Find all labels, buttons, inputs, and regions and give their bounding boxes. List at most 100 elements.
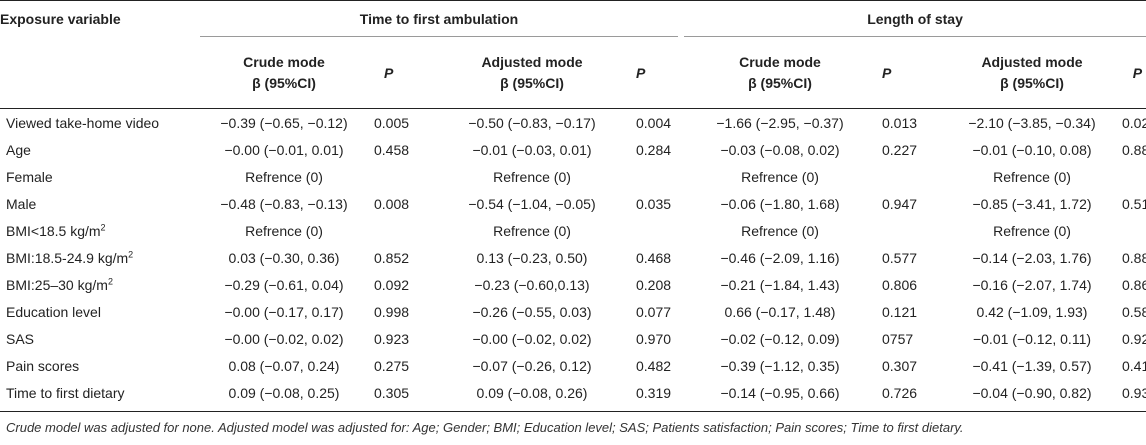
p-value-cell: 0.889 bbox=[1122, 249, 1146, 266]
beta-ci-cell: 0.03 (−0.30, 0.36) bbox=[228, 249, 340, 266]
beta-ci-label: β (95%CI) bbox=[500, 75, 564, 91]
adjusted-mode-label: Adjusted mode bbox=[981, 54, 1083, 70]
variable-label: BMI<18.5 kg/m bbox=[6, 222, 101, 239]
p-value-cell: 0757 bbox=[882, 330, 914, 347]
p-value-cell bbox=[876, 163, 942, 190]
beta-ci-cell: −0.50 (−0.83, −0.17) bbox=[468, 114, 596, 131]
variable-label: BMI:18.5-24.9 kg/m bbox=[6, 249, 129, 266]
table-row: BMI:25–30 kg/m2 −0.29 (−0.61, 0.04) 0.092 −… bbox=[0, 271, 1146, 298]
adjusted-mode-header-1: Adjusted mode β (95%CI) bbox=[434, 38, 630, 109]
beta-ci-cell: Refrence (0) bbox=[245, 168, 323, 185]
beta-ci-cell: −0.00 (−0.02, 0.02) bbox=[472, 330, 592, 347]
p-value-cell: 0.923 bbox=[374, 330, 410, 347]
table-footnote: Crude model was adjusted for none. Adjus… bbox=[6, 420, 964, 435]
exposure-variable-cell: BMI<18.5 kg/m2 bbox=[0, 217, 200, 244]
variable-label: Age bbox=[6, 141, 31, 158]
p-value-cell: 0.998 bbox=[374, 303, 410, 320]
exposure-variable-cell: Viewed take-home video bbox=[0, 109, 200, 136]
exposure-variable-cell: Education level bbox=[0, 298, 200, 325]
exposure-variable-cell: Male bbox=[0, 190, 200, 217]
beta-ci-cell: 0.09 (−0.08, 0.25) bbox=[228, 384, 340, 401]
exposure-variable-cell: Pain scores bbox=[0, 352, 200, 379]
p-header-2: P bbox=[636, 64, 646, 81]
p-value-cell bbox=[1122, 163, 1146, 190]
empty-header-cell bbox=[0, 38, 200, 109]
beta-ci-cell: −0.48 (−0.83, −0.13) bbox=[220, 195, 348, 212]
p-value-cell: 0.947 bbox=[882, 195, 918, 212]
p-value-cell: 0.077 bbox=[636, 303, 672, 320]
beta-ci-cell: −0.02 (−0.12, 0.09) bbox=[720, 330, 840, 347]
p-value-cell bbox=[1122, 217, 1146, 244]
variable-label: BMI:25–30 kg/m bbox=[6, 276, 108, 293]
header-rule bbox=[0, 108, 1146, 109]
superscript: 2 bbox=[128, 248, 134, 259]
crude-mode-label: Crude mode bbox=[739, 54, 821, 70]
table-row: BMI:18.5-24.9 kg/m2 0.03 (−0.30, 0.36) 0.8… bbox=[0, 244, 1146, 271]
p-value-cell: 0.013 bbox=[882, 114, 918, 131]
length-of-stay-group: Length of stay bbox=[684, 0, 1146, 38]
beta-ci-cell: −0.46 (−2.09, 1.16) bbox=[720, 249, 840, 266]
variable-label: Education level bbox=[6, 303, 101, 320]
p-value-cell: 0.005 bbox=[374, 114, 410, 131]
beta-ci-cell: Refrence (0) bbox=[741, 168, 819, 185]
beta-ci-cell: −0.54 (−1.04, −0.05) bbox=[468, 195, 596, 212]
p-value-cell bbox=[368, 163, 434, 190]
variable-label: Female bbox=[6, 168, 53, 185]
p-value-cell: 0.923 bbox=[1122, 330, 1146, 347]
table-bottom-rule bbox=[0, 411, 1146, 412]
superscript: 2 bbox=[107, 275, 113, 286]
variable-label: Male bbox=[6, 195, 37, 212]
beta-ci-cell: 0.09 (−0.08, 0.26) bbox=[476, 384, 588, 401]
p-value-cell: 0.411 bbox=[1122, 357, 1146, 374]
beta-ci-cell: Refrence (0) bbox=[993, 222, 1071, 239]
beta-ci-cell: −0.00 (−0.01, 0.01) bbox=[224, 141, 344, 158]
table-row: BMI<18.5 kg/m2 Refrence (0) Refrence (0) Re… bbox=[0, 217, 1146, 244]
p-value-cell: 0.121 bbox=[882, 303, 918, 320]
superscript: 2 bbox=[100, 221, 106, 232]
beta-ci-cell: Refrence (0) bbox=[493, 168, 571, 185]
exposure-variable-cell: BMI:18.5-24.9 kg/m2 bbox=[0, 244, 200, 271]
table-row: SAS −0.00 (−0.02, 0.02) 0.923 −0.00 (−0.02,… bbox=[0, 325, 1146, 352]
p-value-cell: 0.931 bbox=[1122, 384, 1146, 401]
beta-ci-cell: −0.16 (−2.07, 1.74) bbox=[972, 276, 1092, 293]
beta-ci-cell: −0.01 (−0.10, 0.08) bbox=[972, 141, 1092, 158]
beta-ci-cell: −0.29 (−0.61, 0.04) bbox=[224, 276, 344, 293]
p-value-cell: 0.092 bbox=[374, 276, 410, 293]
table-row: Pain scores 0.08 (−0.07, 0.24) 0.275 −0.07 … bbox=[0, 352, 1146, 379]
p-value-cell: 0.806 bbox=[882, 276, 918, 293]
p-value-cell bbox=[368, 217, 434, 244]
variable-label: Time to first dietary bbox=[6, 384, 125, 401]
beta-ci-cell: −0.41 (−1.39, 0.57) bbox=[972, 357, 1092, 374]
p-value-cell: 0.307 bbox=[882, 357, 918, 374]
p-value-cell: 0.970 bbox=[636, 330, 672, 347]
beta-ci-cell: −0.23 (−0.60,0.13) bbox=[474, 276, 590, 293]
beta-ci-cell: −0.26 (−0.55, 0.03) bbox=[472, 303, 592, 320]
variable-label: Pain scores bbox=[6, 357, 80, 374]
length-of-stay-header: Length of stay bbox=[684, 1, 1146, 37]
beta-ci-cell: −0.85 (−3.41, 1.72) bbox=[972, 195, 1092, 212]
time-to-first-ambulation-group: Time to first ambulation bbox=[200, 0, 684, 38]
table-body: Viewed take-home video −0.39 (−0.65, −0.1… bbox=[0, 109, 1146, 406]
p-value-cell: 0.468 bbox=[636, 249, 672, 266]
beta-ci-cell: 0.13 (−0.23, 0.50) bbox=[476, 249, 588, 266]
beta-ci-cell: Refrence (0) bbox=[741, 222, 819, 239]
p-header-3: P bbox=[882, 64, 892, 81]
crude-mode-header-2: Crude mode β (95%CI) bbox=[684, 38, 876, 109]
beta-ci-cell: −0.01 (−0.03, 0.01) bbox=[472, 141, 592, 158]
beta-ci-label: β (95%CI) bbox=[748, 75, 812, 91]
table-row: Viewed take-home video −0.39 (−0.65, −0.1… bbox=[0, 109, 1146, 136]
crude-mode-header-1: Crude mode β (95%CI) bbox=[200, 38, 368, 109]
beta-ci-cell: −0.00 (−0.02, 0.02) bbox=[224, 330, 344, 347]
p-value-cell bbox=[630, 163, 684, 190]
beta-ci-cell: −0.21 (−1.84, 1.43) bbox=[720, 276, 840, 293]
beta-ci-cell: −0.06 (−1.80, 1.68) bbox=[720, 195, 840, 212]
exposure-variable-cell: Age bbox=[0, 136, 200, 163]
p-value-cell: 0.305 bbox=[374, 384, 410, 401]
p-value-cell: 0.021 bbox=[1122, 114, 1146, 131]
beta-ci-cell: Refrence (0) bbox=[493, 222, 571, 239]
beta-ci-cell: −0.07 (−0.26, 0.12) bbox=[472, 357, 592, 374]
variable-label: SAS bbox=[6, 330, 35, 347]
variable-label: Viewed take-home video bbox=[6, 114, 160, 131]
exposure-variable-cell: Time to first dietary bbox=[0, 379, 200, 406]
time-to-first-ambulation-header: Time to first ambulation bbox=[200, 1, 678, 37]
